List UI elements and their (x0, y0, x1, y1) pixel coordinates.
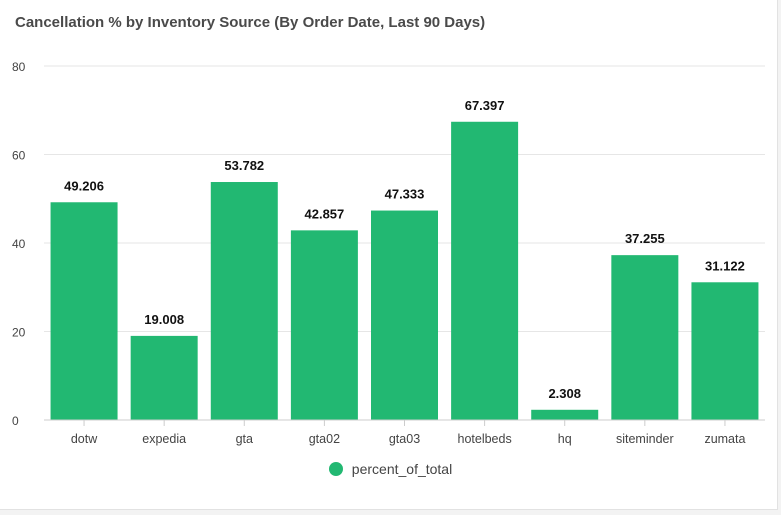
y-tick-label: 60 (12, 149, 26, 163)
bar-hq (531, 409, 599, 420)
x-tick-label: siteminder (616, 432, 674, 446)
bar-gta03 (371, 210, 438, 420)
data-label: 2.308 (548, 386, 581, 401)
bar-expedia (130, 335, 198, 420)
data-label: 47.333 (385, 187, 425, 202)
data-label: 31.122 (705, 258, 745, 273)
x-tick-label: gta03 (389, 432, 420, 446)
legend-swatch (328, 462, 343, 476)
y-tick-label: 0 (12, 414, 19, 428)
chart-title: Cancellation % by Inventory Source (By O… (15, 14, 486, 31)
legend: percent_of_total (0, 461, 781, 477)
data-label: 42.857 (305, 206, 345, 221)
legend-label: percent_of_total (351, 461, 453, 477)
y-tick-label: 80 (12, 60, 26, 74)
x-tick-label: dotw (71, 432, 98, 446)
y-tick-label: 20 (12, 326, 26, 340)
data-label: 37.255 (625, 231, 665, 246)
data-label: 19.008 (144, 312, 184, 327)
data-label: 67.397 (465, 98, 505, 113)
bar-dotw (50, 202, 118, 420)
y-tick-label: 40 (12, 237, 26, 251)
x-tick-label: zumata (704, 432, 745, 446)
x-tick-label: gta02 (309, 432, 340, 446)
bar-hotelbeds (451, 121, 519, 420)
bar-gta (210, 182, 278, 420)
x-tick-label: hq (558, 432, 572, 446)
x-tick-label: gta (236, 432, 253, 446)
x-tick-label: hotelbeds (458, 432, 512, 446)
bar-zumata (691, 282, 759, 420)
data-label: 53.782 (224, 158, 264, 173)
data-label: 49.206 (64, 178, 104, 193)
bar-siteminder (611, 255, 679, 420)
x-tick-label: expedia (142, 432, 186, 446)
bar-gta02 (290, 230, 358, 420)
